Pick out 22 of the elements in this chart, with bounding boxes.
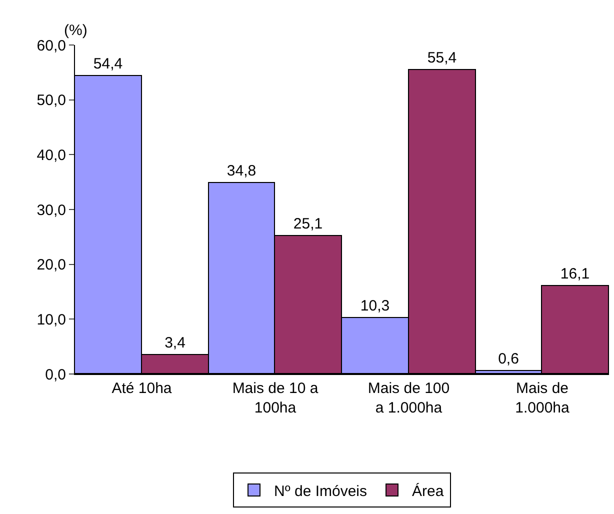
y-tick-label: 20,0	[36, 256, 66, 274]
data-label: 16,1	[560, 266, 590, 282]
y-tick-label: 40,0	[36, 146, 66, 164]
data-label: 25,1	[293, 216, 323, 232]
y-tick-label: 60,0	[36, 37, 66, 54]
data-label: 0,6	[498, 350, 519, 368]
x-tick-label: Mais de 10 a 100ha	[232, 380, 319, 416]
data-label: 55,4	[427, 50, 457, 66]
legend-label: Nº de Imóveis	[274, 482, 368, 500]
y-tick-label: 0,0	[45, 366, 66, 384]
x-tick-label: Mais de 1.000ha	[515, 380, 570, 416]
data-label: 34,8	[226, 162, 256, 180]
data-label: 54,4	[93, 56, 123, 72]
y-axis-title: (%)	[64, 22, 88, 39]
data-label: 3,4	[164, 334, 186, 352]
x-tick-label: Até 10ha	[112, 380, 172, 397]
data-label: 10,3	[360, 298, 390, 314]
y-tick-label: 50,0	[36, 92, 66, 110]
x-tick-label: Mais de 100 a 1.000ha	[368, 380, 450, 416]
y-tick-label: 30,0	[36, 202, 66, 219]
legend-label: Área	[412, 482, 444, 500]
y-tick-label: 10,0	[36, 311, 66, 328]
